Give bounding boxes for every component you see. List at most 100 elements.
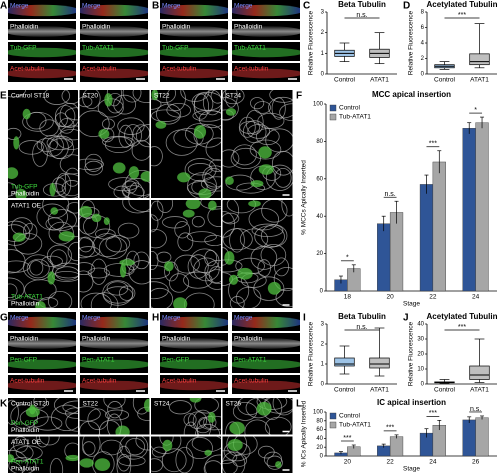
cell-outline [205,269,221,290]
cell-outline [41,255,63,267]
cilia-signal [164,261,174,272]
cell-outline [8,457,37,473]
channel-label: Merge [82,3,101,10]
cell-outline [183,421,198,435]
cell-outline [8,182,18,197]
cilia-signal [22,108,31,120]
channel-label: Acet-tubulin [82,66,117,73]
cell-outline [113,185,131,198]
cell-outline [84,153,103,172]
micrograph [232,63,300,82]
cell-outline [185,123,214,145]
tissue [160,380,228,391]
channel-label: Pen-GFP [162,357,189,364]
tissue [8,26,76,37]
micrograph [232,312,300,331]
channel-label: Merge [162,315,181,322]
x-tick-label: Control [434,387,456,394]
cell-outline [239,121,261,134]
stage-label: Control ST18 [11,93,50,100]
significance-label: *** [429,410,437,417]
panel-letter: B [152,1,159,12]
cilia-signal [267,281,281,295]
tissue [160,26,228,37]
cilia-signal [162,439,173,452]
tissue [8,338,76,349]
cell-outline [35,436,50,448]
cell-outline [157,200,174,213]
channel-label: Phalloidin [234,336,263,343]
cell-outline [8,260,30,273]
stage-label: ST20 [83,93,99,100]
y-tick-label: 0 [321,72,325,78]
cell-outline [222,149,240,168]
channel-label: Phalloidin [10,24,39,31]
cell-outline [104,409,130,421]
chart-title: Beta Tubulin [338,0,386,9]
legend-label: Control [339,413,361,420]
channel-label: Pen-GFP [10,357,37,364]
stage-label: ST22 [154,93,170,100]
cell-outline [46,135,74,151]
cell-outline [119,436,149,460]
channel-label: Pen-ATAT1 [234,357,267,364]
cell-outline [204,167,221,190]
cell-outline [102,135,135,148]
cell-outline [187,254,209,279]
cell-outline [135,124,150,148]
cell-outline [187,172,217,198]
cell-outline [151,98,162,110]
cell-outline [273,266,293,292]
x-tick-label: ATAT1 [470,77,489,84]
cell-outline [79,406,101,422]
cell-outline [79,96,93,108]
cell-outline [47,290,73,308]
cell-outline [48,221,74,245]
cilia-signal [65,454,78,462]
micrograph [151,200,221,308]
cell-outline [200,176,221,192]
significance-label: n.s. [384,191,395,198]
cell-outline [116,453,132,473]
cilia-signal [35,301,46,308]
cell-outline [256,398,288,410]
cilia-signal [256,401,272,416]
cell-outline [117,117,145,135]
cell-outline [56,128,78,150]
tissue [8,68,76,79]
cell-outline [102,280,134,306]
cell-outline [230,147,261,170]
cell-outline [14,232,43,255]
cell-outline [33,398,47,409]
cell-outline [203,460,221,473]
channel-label: Acet-tubulin [162,378,197,385]
cell-outline [173,127,204,148]
significance-label: *** [429,141,437,148]
panel-letter: L [296,399,302,410]
cell-outline [128,182,144,198]
x-tick-label: ATAT1 [370,77,389,84]
micrograph-bg [79,200,150,308]
chart-title: MCC apical insertion [372,90,451,99]
panel-letter: H [152,313,159,324]
cell-outline [82,436,101,457]
y-tick-label: 0 [321,382,325,388]
channel-label: Phalloidin [162,24,191,31]
micrograph [8,436,78,473]
cell-outline [54,112,68,128]
micrograph [80,21,148,40]
cell-outline [79,270,94,293]
channel-label: Phalloidin [82,24,111,31]
cilia-signal [119,264,127,278]
y-tick-label: 100 [313,102,324,108]
y-tick-label: 80 [316,418,323,424]
tissue [80,26,148,37]
cell-outline [50,404,78,432]
y-tick-label: 0 [320,289,324,295]
cell-outline [8,127,22,140]
y-tick-label: 40 [316,214,323,220]
cell-outline [79,110,110,138]
micrograph [8,63,76,82]
micrograph [222,436,293,473]
